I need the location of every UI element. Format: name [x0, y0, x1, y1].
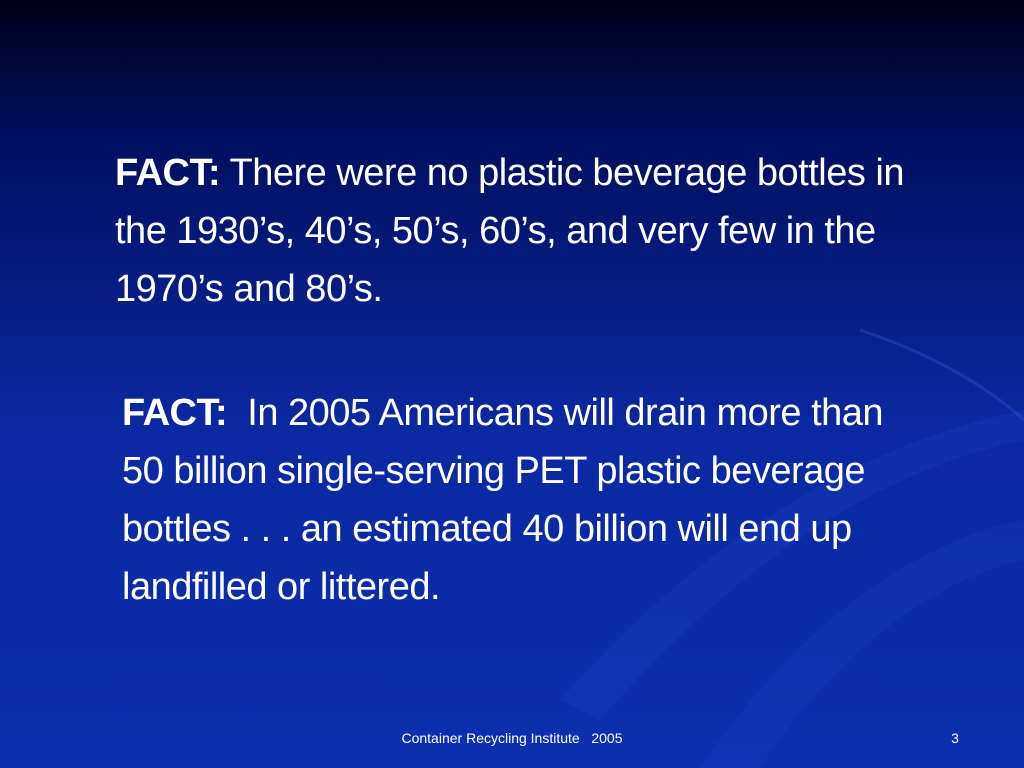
page-number: 3	[951, 730, 959, 746]
fact-label: FACT:	[122, 392, 228, 434]
fact: FACT: In 2005 Americans will drain more …	[122, 384, 922, 616]
fact-text: There were no plastic beverage bottles i…	[115, 152, 904, 310]
fact-label: FACT:	[115, 152, 221, 194]
fact-text: In 2005 Americans will drain more than 5…	[122, 392, 884, 608]
footer-text: Container Recycling Institute 2005	[401, 730, 623, 746]
fact: FACT: There were no plastic beverage bot…	[115, 144, 927, 318]
